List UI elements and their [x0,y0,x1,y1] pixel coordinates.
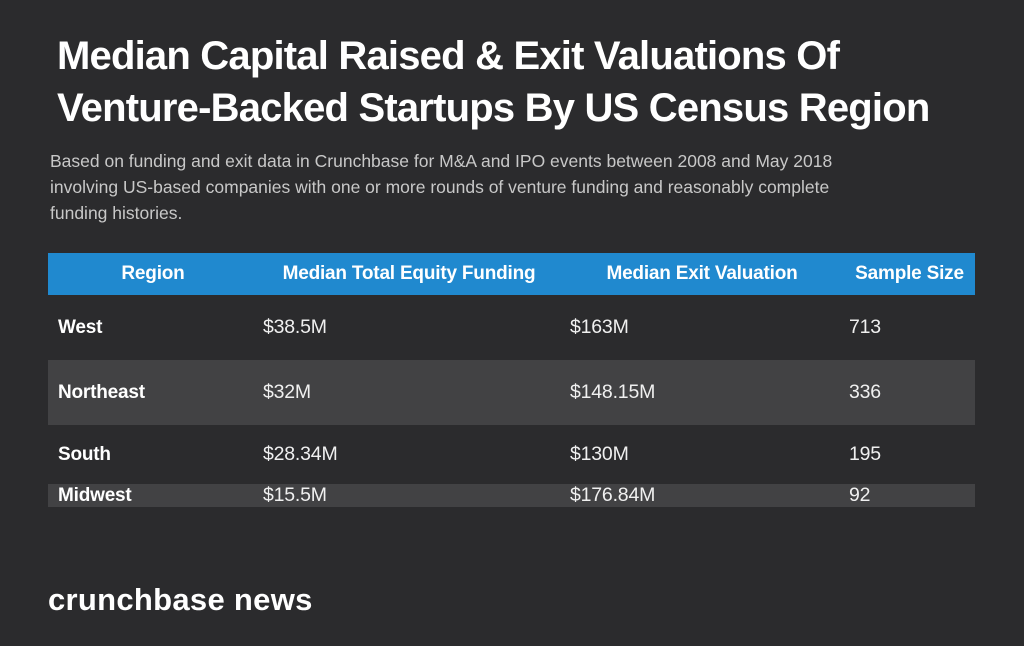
cell-region: Midwest [58,484,132,506]
cell-exit-valuation: $163M [570,316,629,338]
cell-exit-valuation: $130M [570,443,629,465]
cell-sample-size: 713 [849,316,881,338]
cell-median-funding: $15.5M [263,484,327,506]
table-row-south: South $28.34M $130M 195 [48,425,975,484]
chart-description: Based on funding and exit data in Crunch… [50,148,832,226]
page-title-line-1: Median Capital Raised & Exit Valuations … [57,34,840,78]
page-title: Median Capital Raised & Exit Valuations … [57,30,930,134]
cell-region: West [58,316,103,338]
data-table: Region Median Total Equity Funding Media… [48,253,975,507]
table-row-west: West $38.5M $163M 713 [48,295,975,360]
column-header-sample-size: Sample Size [855,263,964,284]
crunchbase-news-wordmark: crunchbase news [48,582,313,617]
cell-exit-valuation: $176.84M [570,484,656,506]
cell-median-funding: $28.34M [263,443,338,465]
cell-region: South [58,443,111,465]
cell-sample-size: 92 [849,484,871,506]
column-header-region: Region [121,263,185,284]
table-header-row: Region Median Total Equity Funding Media… [48,253,975,295]
chart-description-line-3: funding histories. [50,203,183,223]
cell-median-funding: $38.5M [263,316,327,338]
cell-sample-size: 336 [849,381,881,403]
chart-description-line-1: Based on funding and exit data in Crunch… [50,151,833,171]
column-header-median-exit-valuation: Median Exit Valuation [606,263,798,284]
cell-exit-valuation: $148.15M [570,381,656,403]
cell-median-funding: $32M [263,381,311,403]
table-row-midwest: Midwest $15.5M $176.84M 92 [48,484,975,507]
page-title-line-2: Venture-Backed Startups By US Census Reg… [57,86,930,130]
table-row-northeast: Northeast $32M $148.15M 336 [48,360,975,425]
cell-sample-size: 195 [849,443,881,465]
cell-region: Northeast [58,381,145,403]
chart-description-line-2: involving US-based companies with one or… [50,177,830,197]
column-header-median-total-equity-funding: Median Total Equity Funding [282,263,536,284]
